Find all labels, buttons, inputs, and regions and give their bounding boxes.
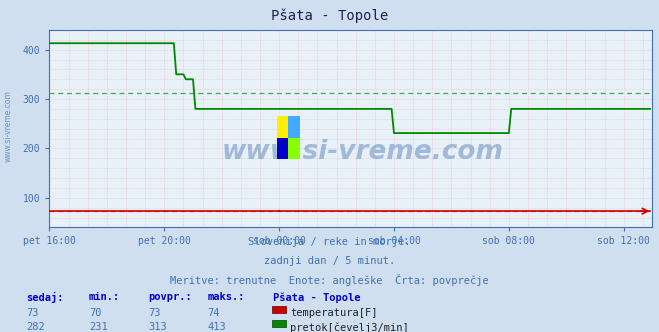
Text: Pšata - Topole: Pšata - Topole <box>273 292 361 303</box>
Bar <box>289 138 300 159</box>
Bar <box>289 116 300 138</box>
Text: www.si-vreme.com: www.si-vreme.com <box>222 139 504 165</box>
Text: temperatura[F]: temperatura[F] <box>290 308 378 318</box>
Text: min.:: min.: <box>89 292 120 302</box>
Text: povpr.:: povpr.: <box>148 292 192 302</box>
Text: 413: 413 <box>208 322 226 332</box>
Text: maks.:: maks.: <box>208 292 245 302</box>
Text: pretok[čevelj3/min]: pretok[čevelj3/min] <box>290 322 409 332</box>
Text: 74: 74 <box>208 308 220 318</box>
Text: zadnji dan / 5 minut.: zadnji dan / 5 minut. <box>264 256 395 266</box>
Text: Slovenija / reke in morje.: Slovenija / reke in morje. <box>248 237 411 247</box>
Text: 73: 73 <box>26 308 39 318</box>
Text: 313: 313 <box>148 322 167 332</box>
Bar <box>277 138 289 159</box>
Text: 231: 231 <box>89 322 107 332</box>
Text: Pšata - Topole: Pšata - Topole <box>271 8 388 23</box>
Text: 73: 73 <box>148 308 161 318</box>
Text: sedaj:: sedaj: <box>26 292 64 303</box>
Text: 282: 282 <box>26 322 45 332</box>
Bar <box>277 116 289 138</box>
Text: Meritve: trenutne  Enote: angleške  Črta: povprečje: Meritve: trenutne Enote: angleške Črta: … <box>170 274 489 286</box>
Text: 70: 70 <box>89 308 101 318</box>
Text: www.si-vreme.com: www.si-vreme.com <box>3 90 13 162</box>
